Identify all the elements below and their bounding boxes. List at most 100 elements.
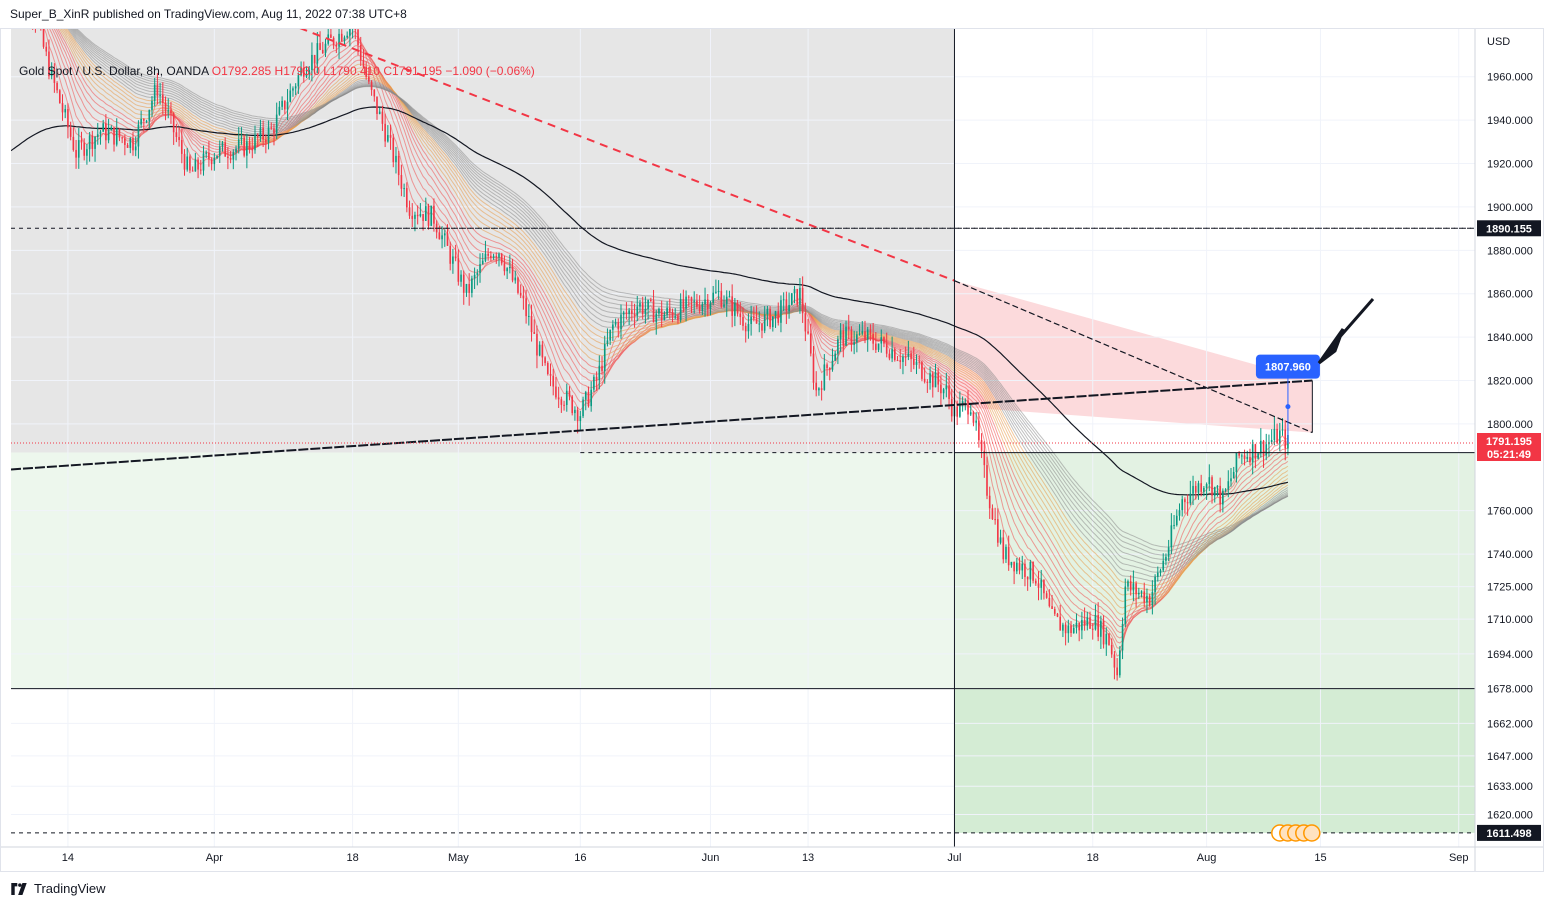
drawings-layer: 1807.960: [11, 29, 1475, 847]
price-tick-label: 1710.000: [1487, 614, 1533, 626]
candle-body: [639, 303, 641, 307]
candle-body: [845, 326, 847, 346]
candle-body: [308, 69, 311, 75]
candle-body: [1110, 645, 1113, 655]
candle-body: [1184, 499, 1186, 503]
candle-body: [340, 33, 343, 42]
candle-body: [1026, 576, 1029, 580]
candle-body: [170, 110, 172, 114]
candle-body: [189, 156, 191, 171]
candle-body: [88, 135, 91, 150]
candle-body: [536, 333, 538, 356]
candle-body: [194, 159, 197, 172]
candle-body: [1062, 624, 1064, 631]
candle-body: [940, 384, 942, 394]
candle-body: [1102, 620, 1105, 645]
candle-body: [1211, 477, 1213, 496]
candle-body: [370, 81, 373, 90]
candle-body: [48, 51, 50, 77]
candle-body: [823, 364, 826, 390]
price-tick-label: 1820.000: [1487, 376, 1533, 388]
candle-body: [972, 412, 975, 423]
candle-body: [720, 290, 723, 307]
candle-body: [381, 111, 384, 124]
price-chart[interactable]: 1807.960 1960.000 1940.000 1920.000 1900.00…: [1, 29, 1543, 871]
candle-body: [115, 129, 118, 145]
candle-body: [67, 109, 69, 128]
ma-ribbon: [11, 29, 1289, 657]
candle-body: [660, 308, 663, 320]
candle-body: [609, 329, 611, 341]
candle-body: [522, 295, 525, 299]
candle-body: [224, 142, 226, 157]
candle-body: [246, 141, 248, 156]
candle-body: [56, 82, 58, 91]
candle-body: [105, 123, 107, 141]
candle-body: [712, 292, 714, 303]
candle-body: [750, 316, 752, 325]
candle-body: [679, 299, 682, 321]
current-price-tag: [1477, 433, 1541, 462]
legend-high-label: H: [274, 64, 284, 78]
candle-body: [227, 156, 229, 159]
candle-body: [739, 313, 742, 318]
candle-body: [134, 146, 137, 151]
candle-body: [237, 139, 240, 149]
candle-body: [42, 29, 45, 47]
candle-body: [1224, 489, 1227, 491]
ribbon-line: [76, 29, 1289, 548]
candle-body: [153, 84, 156, 101]
candle-body: [747, 324, 750, 332]
candle-body: [278, 106, 281, 115]
candle-body: [603, 344, 606, 372]
candle-body: [565, 390, 568, 406]
candle-body: [1238, 452, 1240, 456]
candle-body: [796, 289, 799, 305]
candle-body: [1260, 440, 1262, 454]
candle-body: [563, 404, 565, 406]
candle-body: [221, 142, 224, 147]
candle-body: [1005, 546, 1007, 560]
candle-body: [129, 138, 132, 148]
time-axis[interactable]: 14 Apr 18 May 16 Jun 13 Jul 18 Aug 15 Sep: [1, 846, 1543, 864]
price-tick-label: 1647.000: [1487, 751, 1533, 763]
candle-body: [180, 140, 183, 154]
candle-body: [842, 330, 845, 346]
candle-body: [696, 300, 698, 307]
candle-body: [335, 44, 338, 47]
candle-body: [975, 420, 977, 423]
candle-body: [1037, 583, 1040, 588]
candle-body: [815, 382, 818, 391]
candle-body: [772, 316, 774, 328]
candle-body: [1086, 617, 1089, 626]
candle-body: [94, 137, 96, 149]
ribbon-line: [49, 29, 1289, 644]
candle-body: [99, 131, 102, 135]
candle-body: [503, 263, 506, 272]
price-axis[interactable]: 1960.000 1940.000 1920.000 1900.000 1880.000…: [1474, 29, 1541, 871]
candle-body: [1018, 562, 1021, 571]
candle-body: [1273, 428, 1276, 440]
candle-body: [1197, 483, 1200, 493]
chart-frame[interactable]: 1807.960 1960.000 1940.000 1920.000 1900.00…: [0, 28, 1544, 872]
candle-body: [1043, 579, 1045, 594]
candle-body: [1162, 560, 1165, 571]
candle-body: [267, 127, 270, 143]
price-tick-label: 1725.000: [1487, 582, 1533, 594]
candle-body: [677, 316, 679, 321]
footer-brand[interactable]: TradingView: [10, 880, 106, 898]
candle-body: [1140, 591, 1143, 593]
candle-body: [1029, 561, 1032, 580]
ribbon-line: [74, 29, 1289, 556]
candle-body: [514, 277, 517, 281]
candle-body: [1059, 616, 1062, 631]
ribbon-line: [60, 29, 1289, 609]
candle-body: [1067, 625, 1070, 634]
candle-body: [818, 388, 820, 391]
candle-body: [647, 300, 649, 309]
candle-body: [265, 139, 267, 143]
candle-body: [45, 46, 48, 52]
time-tick-label: Jul: [947, 852, 961, 864]
candle-body: [140, 119, 142, 125]
candle-body: [506, 268, 508, 272]
